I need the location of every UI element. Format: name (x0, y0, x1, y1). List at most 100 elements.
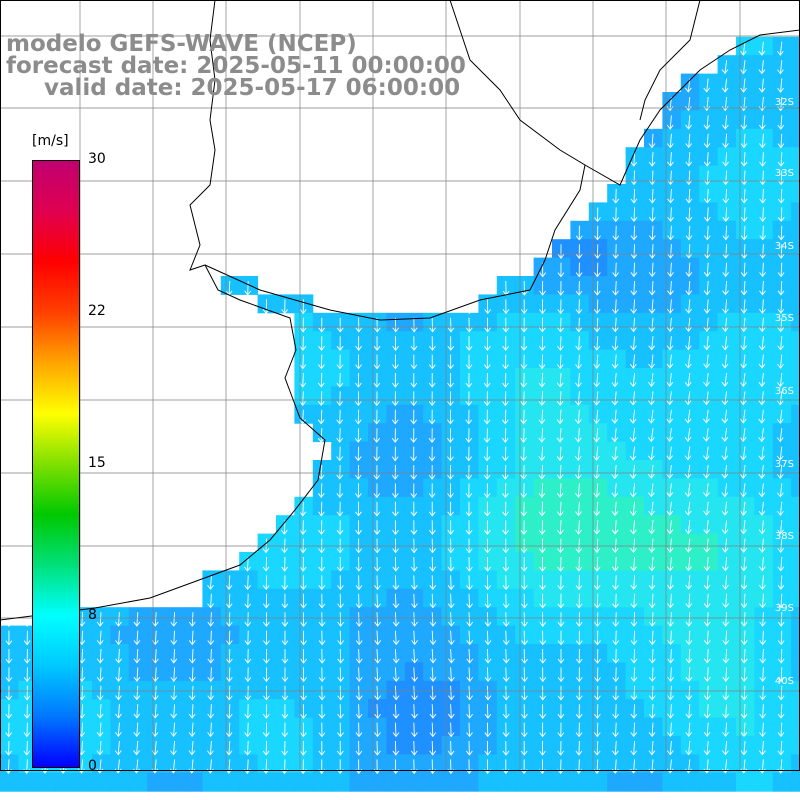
wind-arrow (502, 667, 510, 683)
wind-arrow (777, 60, 784, 75)
wind-speed-cell (552, 588, 571, 608)
wind-arrow (244, 740, 251, 756)
wind-arrow (96, 722, 104, 738)
wind-arrow (722, 667, 730, 682)
wind-speed-cell (699, 644, 719, 663)
wind-arrow (520, 372, 528, 388)
wind-speed-cell (588, 644, 608, 663)
wind-speed-cell (607, 588, 627, 608)
wind-speed-cell (147, 736, 167, 755)
wind-arrow (373, 372, 381, 388)
wind-speed-cell (644, 239, 663, 259)
wind-speed-cell (257, 717, 277, 737)
wind-speed-cell (791, 202, 800, 222)
wind-speed-cell (625, 607, 645, 627)
wind-arrow (685, 630, 693, 646)
wind-arrow (667, 612, 674, 627)
wind-speed-cell (699, 662, 719, 682)
wind-arrow (740, 630, 748, 646)
wind-arrow (501, 464, 509, 480)
wind-speed-cell (588, 294, 608, 314)
wind-speed-cell (552, 423, 571, 443)
wind-speed-cell (791, 110, 800, 130)
wind-speed-cell (791, 239, 800, 259)
wind-speed-cell (736, 570, 755, 590)
wind-arrow (666, 317, 674, 333)
wind-speed-cell (184, 754, 203, 774)
wind-arrow (355, 354, 362, 370)
wind-arrow (373, 409, 381, 425)
wind-arrow (263, 648, 270, 664)
wind-arrow (612, 704, 619, 719)
wind-arrow (429, 648, 437, 664)
wind-speed-cell (662, 331, 682, 351)
wind-arrow (759, 722, 766, 738)
wind-speed-cell (276, 533, 295, 553)
wind-arrow (336, 740, 344, 756)
wind-speed-cell (772, 184, 792, 203)
wind-arrow (392, 575, 400, 591)
wind-arrow (521, 704, 528, 719)
wind-arrow (630, 593, 638, 609)
wind-arrow (188, 722, 196, 738)
wind-arrow (281, 667, 289, 683)
wind-arrow (739, 391, 747, 406)
wind-arrow (299, 556, 307, 572)
wind-speed-cell (331, 404, 351, 424)
wind-arrow (262, 538, 270, 554)
wind-arrow (484, 630, 492, 646)
wind-speed-cell (552, 515, 571, 535)
wind-speed-cell (423, 404, 443, 424)
wind-speed-cell (662, 680, 682, 700)
wind-arrow (758, 428, 766, 443)
wind-arrow (281, 299, 289, 315)
wind-speed-cell (625, 717, 645, 737)
wind-speed-cell (368, 460, 387, 479)
wind-arrow (612, 648, 620, 664)
wind-arrow (538, 391, 546, 406)
wind-arrow (703, 704, 711, 719)
wind-arrow (188, 630, 196, 646)
wind-speed-cell (552, 552, 571, 571)
wind-speed-cell (699, 699, 719, 719)
wind-speed-cell (754, 607, 774, 627)
wind-arrow (429, 722, 437, 738)
wind-speed-cell (552, 460, 571, 479)
wind-arrow (299, 501, 307, 517)
wind-arrow (648, 483, 655, 498)
wind-speed-cell (791, 147, 800, 167)
wind-speed-cell (754, 184, 774, 203)
wind-arrow (630, 152, 638, 167)
wind-arrow (759, 280, 766, 296)
wind-arrow (740, 593, 748, 609)
wind-speed-cell (423, 441, 443, 461)
wind-arrow (502, 372, 509, 388)
wind-speed-cell (699, 220, 719, 240)
wind-speed-cell (644, 625, 663, 645)
wind-speed-cell (736, 515, 755, 535)
wind-arrow (556, 464, 564, 480)
wind-arrow (685, 317, 692, 333)
wind-arrow (207, 612, 215, 627)
wind-speed-cell (680, 662, 700, 682)
wind-arrow (538, 372, 546, 388)
wind-speed-cell (294, 331, 314, 351)
wind-arrow (428, 409, 436, 425)
wind-speed-cell (736, 257, 755, 277)
wind-arrow (777, 538, 785, 553)
wind-speed-cell (736, 128, 755, 148)
wind-speed-cell (699, 147, 719, 167)
wind-arrow (722, 612, 730, 627)
wind-speed-cell (625, 184, 645, 203)
wind-arrow (483, 391, 491, 407)
wind-speed-cell (294, 552, 314, 571)
wind-speed-cell (294, 386, 314, 406)
wind-speed-cell (772, 202, 792, 222)
wind-speed-cell (552, 533, 571, 553)
wind-speed-cell (588, 331, 608, 351)
wind-speed-cell (736, 165, 755, 185)
wind-speed-cell (570, 349, 590, 369)
wind-arrow (685, 225, 693, 241)
wind-arrow (777, 133, 785, 149)
wind-speed-cell (680, 386, 700, 406)
